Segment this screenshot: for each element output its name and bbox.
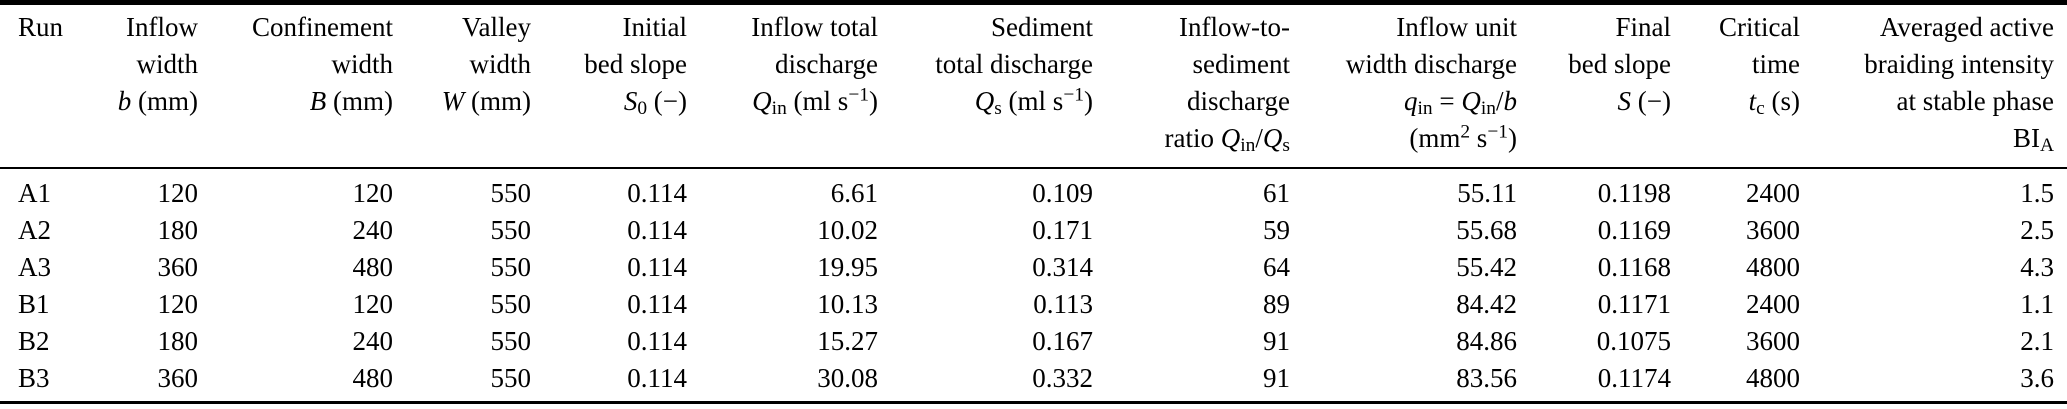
cell-critical-time: 3600 (1746, 326, 1800, 356)
cell-confinement-width: 120 (352, 289, 394, 319)
cell-sediment-total-discharge: 0.332 (1032, 363, 1093, 393)
cell-initial-bed-slope: 0.114 (627, 252, 687, 282)
cell-run: A2 (18, 215, 51, 245)
cell-confinement-width: 240 (352, 326, 394, 356)
cell-sediment-total-discharge: 0.314 (1032, 252, 1093, 282)
cell-valley-width: 550 (490, 326, 532, 356)
cell-inflow-width: 120 (157, 289, 199, 319)
cell-sediment-total-discharge: 0.113 (1033, 289, 1093, 319)
cell-confinement-width: 120 (352, 178, 394, 208)
table-row: B3 360 480 550 0.114 30.08 0.332 91 83.56 0.1174 4… (0, 360, 2067, 403)
cell-inflow-unit-width-discharge: 84.42 (1456, 289, 1517, 319)
cell-run: A3 (18, 252, 51, 282)
cell-initial-bed-slope: 0.114 (627, 363, 687, 393)
cell-inflow-total-discharge: 19.95 (817, 252, 878, 282)
cell-sediment-total-discharge: 0.109 (1032, 178, 1093, 208)
cell-inflow-to-sediment-ratio: 91 (1263, 363, 1290, 393)
column-header-inflow-to-sediment-ratio: Inflow-to-sediment discharge ratio Qin/Qs (1093, 2, 1290, 169)
cell-braiding-intensity: 3.6 (2020, 363, 2054, 393)
column-header-sediment-total-discharge: Sediment total discharge Qs (ml s−1) (878, 2, 1093, 169)
cell-initial-bed-slope: 0.114 (627, 326, 687, 356)
table-row: A1 120 120 550 0.114 6.61 0.109 61 55.11 0.1198 24… (0, 168, 2067, 212)
cell-braiding-intensity: 4.3 (2020, 252, 2054, 282)
header-row: Run Inflow width b (mm) Confinement width B … (0, 2, 2067, 169)
cell-final-bed-slope: 0.1075 (1596, 326, 1671, 356)
cell-inflow-to-sediment-ratio: 59 (1263, 215, 1290, 245)
cell-sediment-total-discharge: 0.167 (1032, 326, 1093, 356)
cell-inflow-width: 180 (157, 326, 199, 356)
cell-sediment-total-discharge: 0.171 (1032, 215, 1093, 245)
column-header-valley-width: Valley width W (mm) (393, 2, 531, 169)
cell-braiding-intensity: 1.5 (2020, 178, 2054, 208)
cell-run: B3 (18, 363, 50, 393)
table-row: B2 180 240 550 0.114 15.27 0.167 91 84.86 0.1075 3… (0, 323, 2067, 360)
cell-valley-width: 550 (490, 289, 532, 319)
cell-inflow-total-discharge: 30.08 (817, 363, 878, 393)
cell-inflow-width: 360 (157, 363, 199, 393)
cell-confinement-width: 480 (352, 252, 394, 282)
table-row: B1 120 120 550 0.114 10.13 0.113 89 84.42 0.1171 2… (0, 286, 2067, 323)
cell-critical-time: 3600 (1746, 215, 1800, 245)
table-row: A3 360 480 550 0.114 19.95 0.314 64 55.42 0.1168 4… (0, 249, 2067, 286)
cell-initial-bed-slope: 0.114 (627, 215, 687, 245)
cell-critical-time: 2400 (1746, 178, 1800, 208)
cell-valley-width: 550 (490, 363, 532, 393)
cell-inflow-unit-width-discharge: 55.11 (1457, 178, 1517, 208)
cell-confinement-width: 240 (352, 215, 394, 245)
cell-inflow-width: 180 (157, 215, 199, 245)
cell-critical-time: 2400 (1746, 289, 1800, 319)
cell-final-bed-slope: 0.1171 (1597, 289, 1671, 319)
table-header: Run Inflow width b (mm) Confinement width B … (0, 2, 2067, 169)
table-body: A1 120 120 550 0.114 6.61 0.109 61 55.11 0.1198 24… (0, 168, 2067, 403)
cell-final-bed-slope: 0.1168 (1597, 252, 1671, 282)
cell-inflow-to-sediment-ratio: 89 (1263, 289, 1290, 319)
cell-inflow-to-sediment-ratio: 61 (1263, 178, 1290, 208)
cell-inflow-unit-width-discharge: 55.42 (1456, 252, 1517, 282)
cell-valley-width: 550 (490, 215, 532, 245)
cell-inflow-total-discharge: 6.61 (830, 178, 878, 208)
cell-initial-bed-slope: 0.114 (627, 289, 687, 319)
cell-inflow-unit-width-discharge: 55.68 (1456, 215, 1517, 245)
cell-valley-width: 550 (490, 252, 532, 282)
column-header-critical-time: Critical time tc (s) (1671, 2, 1800, 169)
cell-braiding-intensity: 2.5 (2020, 215, 2054, 245)
column-header-initial-bed-slope: Initial bed slope S0 (−) (531, 2, 687, 169)
cell-final-bed-slope: 0.1169 (1597, 215, 1671, 245)
cell-inflow-width: 120 (157, 178, 199, 208)
cell-final-bed-slope: 0.1174 (1597, 363, 1671, 393)
cell-braiding-intensity: 1.1 (2020, 289, 2054, 319)
cell-run: B2 (18, 326, 50, 356)
cell-run: A1 (18, 178, 51, 208)
column-header-braiding-intensity: Averaged active braiding intensity at stab… (1800, 2, 2067, 169)
column-header-inflow-total-discharge: Inflow total discharge Qin (ml s−1) (687, 2, 878, 169)
cell-inflow-to-sediment-ratio: 91 (1263, 326, 1290, 356)
cell-inflow-to-sediment-ratio: 64 (1263, 252, 1290, 282)
cell-confinement-width: 480 (352, 363, 394, 393)
cell-critical-time: 4800 (1746, 363, 1800, 393)
cell-braiding-intensity: 2.1 (2020, 326, 2054, 356)
column-header-confinement-width: Confinement width B (mm) (198, 2, 393, 169)
cell-inflow-total-discharge: 15.27 (817, 326, 878, 356)
cell-inflow-width: 360 (157, 252, 199, 282)
table-row: A2 180 240 550 0.114 10.02 0.171 59 55.68 0.1169 3… (0, 212, 2067, 249)
cell-critical-time: 4800 (1746, 252, 1800, 282)
cell-valley-width: 550 (490, 178, 532, 208)
column-header-final-bed-slope: Final bed slope S (−) (1517, 2, 1671, 169)
cell-final-bed-slope: 0.1198 (1597, 178, 1671, 208)
column-header-run: Run (0, 2, 63, 169)
cell-inflow-total-discharge: 10.02 (817, 215, 878, 245)
cell-run: B1 (18, 289, 50, 319)
cell-inflow-unit-width-discharge: 84.86 (1456, 326, 1517, 356)
cell-inflow-unit-width-discharge: 83.56 (1456, 363, 1517, 393)
cell-inflow-total-discharge: 10.13 (817, 289, 878, 319)
column-header-inflow-unit-width-discharge: Inflow unit width discharge qin = Qin/b (mm… (1290, 2, 1517, 169)
column-header-inflow-width: Inflow width b (mm) (60, 2, 198, 169)
cell-initial-bed-slope: 0.114 (627, 178, 687, 208)
